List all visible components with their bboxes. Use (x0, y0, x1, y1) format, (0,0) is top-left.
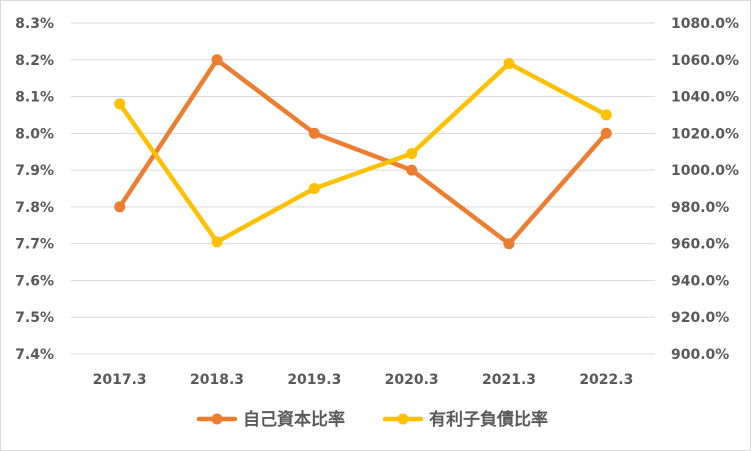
right-y-tick-label: 980.0% (671, 200, 729, 216)
series-lines (114, 54, 612, 250)
x-tick-label: 2018.3 (190, 372, 244, 388)
left-y-tick-label: 7.7% (15, 237, 54, 253)
legend-label: 有利子負債比率 (429, 409, 548, 430)
left-y-tick-label: 8.3% (15, 16, 54, 32)
x-tick-label: 2019.3 (287, 372, 341, 388)
series-2 (114, 58, 612, 248)
data-point (503, 58, 515, 69)
data-point (211, 54, 223, 66)
data-point (308, 183, 320, 194)
series-1 (114, 54, 612, 250)
data-point (308, 127, 320, 139)
left-y-tick-label: 8.1% (15, 90, 54, 106)
right-y-axis: 1080.0% 1060.0% 1040.0% 1020.0% 1000.0% 980.0… (671, 16, 739, 363)
left-y-tick-label: 7.6% (15, 273, 54, 289)
left-y-tick-label: 8.2% (15, 53, 54, 69)
right-y-tick-label: 960.0% (671, 237, 729, 253)
data-point (600, 109, 612, 121)
x-tick-label: 2017.3 (93, 372, 147, 388)
right-y-tick-label: 1020.0% (671, 126, 739, 142)
left-y-tick-label: 8.0% (15, 126, 54, 142)
legend-item: 自己資本比率 (196, 409, 345, 430)
gridlines (71, 22, 655, 355)
left-y-axis: 8.3% 8.2% 8.1% 8.0% 7.9% 7.8% 7.7% 7.6% 7.5% 7.4% (15, 16, 54, 363)
legend-item: 有利子負債比率 (382, 409, 548, 430)
right-y-tick-label: 1060.0% (671, 53, 739, 69)
right-y-tick-label: 1000.0% (671, 163, 739, 179)
left-y-tick-label: 7.9% (15, 163, 54, 179)
data-point (406, 148, 418, 160)
data-point (114, 98, 126, 110)
data-point (211, 236, 223, 248)
right-y-tick-label: 1040.0% (671, 90, 739, 106)
legend-marker (397, 413, 409, 425)
right-y-tick-label: 920.0% (671, 310, 729, 326)
legend: 自己資本比率 有利子負債比率 (196, 409, 548, 430)
right-y-tick-label: 1080.0% (671, 16, 739, 32)
right-y-tick-label: 900.0% (671, 347, 729, 363)
legend-marker (211, 413, 223, 425)
x-axis: 2017.3 2018.3 2019.3 2020.3 2021.3 2022.3 (93, 372, 634, 388)
series-line (117, 61, 609, 245)
data-point (503, 238, 515, 250)
data-point (600, 127, 612, 139)
data-point (406, 164, 418, 176)
series-line (117, 57, 609, 246)
legend-label: 自己資本比率 (243, 409, 345, 430)
data-point (114, 201, 126, 213)
left-y-tick-label: 7.8% (15, 200, 54, 216)
right-y-tick-label: 940.0% (671, 273, 729, 289)
x-tick-label: 2022.3 (579, 372, 633, 388)
x-tick-label: 2021.3 (482, 372, 536, 388)
left-y-tick-label: 7.4% (15, 347, 54, 363)
x-tick-label: 2020.3 (385, 372, 439, 388)
left-y-tick-label: 7.5% (15, 310, 54, 326)
